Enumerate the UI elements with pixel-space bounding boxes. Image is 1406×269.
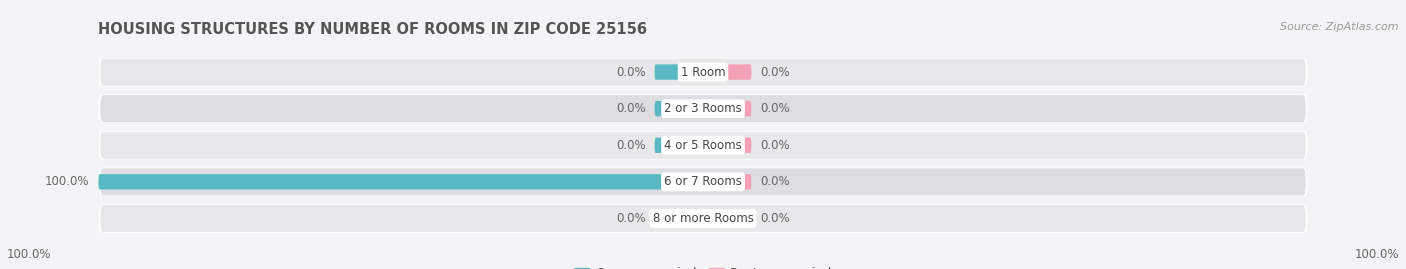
Text: 0.0%: 0.0% (761, 175, 790, 188)
Text: 0.0%: 0.0% (761, 66, 790, 79)
Text: 8 or more Rooms: 8 or more Rooms (652, 212, 754, 225)
FancyBboxPatch shape (100, 205, 1306, 232)
FancyBboxPatch shape (98, 58, 1308, 86)
Text: 0.0%: 0.0% (616, 102, 645, 115)
FancyBboxPatch shape (703, 211, 751, 226)
FancyBboxPatch shape (703, 64, 751, 80)
Text: 4 or 5 Rooms: 4 or 5 Rooms (664, 139, 742, 152)
FancyBboxPatch shape (100, 132, 1306, 159)
FancyBboxPatch shape (100, 168, 1306, 195)
Text: 0.0%: 0.0% (616, 139, 645, 152)
Text: 0.0%: 0.0% (761, 212, 790, 225)
FancyBboxPatch shape (655, 137, 703, 153)
Text: 100.0%: 100.0% (1354, 248, 1399, 261)
Text: 100.0%: 100.0% (45, 175, 90, 188)
FancyBboxPatch shape (98, 168, 1308, 196)
FancyBboxPatch shape (100, 95, 1306, 122)
FancyBboxPatch shape (655, 101, 703, 116)
FancyBboxPatch shape (98, 174, 703, 190)
FancyBboxPatch shape (98, 94, 1308, 123)
Text: 0.0%: 0.0% (761, 102, 790, 115)
Text: 0.0%: 0.0% (616, 212, 645, 225)
FancyBboxPatch shape (655, 64, 703, 80)
Text: 0.0%: 0.0% (761, 139, 790, 152)
FancyBboxPatch shape (98, 204, 1308, 233)
Text: 1 Room: 1 Room (681, 66, 725, 79)
Text: 100.0%: 100.0% (7, 248, 52, 261)
FancyBboxPatch shape (98, 131, 1308, 160)
Text: HOUSING STRUCTURES BY NUMBER OF ROOMS IN ZIP CODE 25156: HOUSING STRUCTURES BY NUMBER OF ROOMS IN… (98, 22, 647, 37)
FancyBboxPatch shape (703, 101, 751, 116)
FancyBboxPatch shape (703, 174, 751, 190)
Text: Source: ZipAtlas.com: Source: ZipAtlas.com (1281, 22, 1399, 31)
FancyBboxPatch shape (703, 137, 751, 153)
Text: 0.0%: 0.0% (616, 66, 645, 79)
FancyBboxPatch shape (100, 59, 1306, 86)
Text: 2 or 3 Rooms: 2 or 3 Rooms (664, 102, 742, 115)
FancyBboxPatch shape (655, 211, 703, 226)
Legend: Owner-occupied, Renter-occupied: Owner-occupied, Renter-occupied (568, 262, 838, 269)
Text: 6 or 7 Rooms: 6 or 7 Rooms (664, 175, 742, 188)
